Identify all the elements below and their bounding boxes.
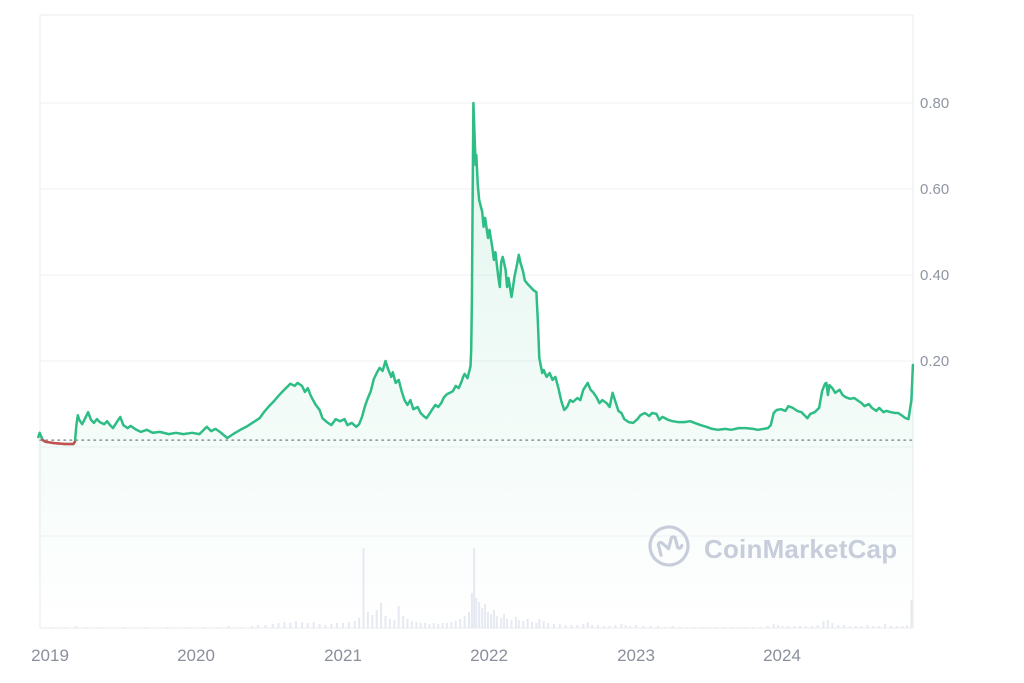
watermark-text: CoinMarketCap [704,533,898,564]
x-axis-label: 2023 [617,646,655,665]
x-axis-label: 2024 [763,646,801,665]
x-axis-label: 2021 [324,646,362,665]
x-axis-label: 2022 [470,646,508,665]
coinmarketcap-logo-icon [647,524,691,573]
y-axis-label: 0.80 [920,95,950,112]
x-axis-label: 2019 [31,646,69,665]
x-axis-label: 2020 [177,646,215,665]
y-axis-label: 0.40 [920,267,950,284]
coinmarketcap-watermark: CoinMarketCap [647,524,897,573]
y-axis-label: 0.20 [920,353,950,370]
y-axis-label: 0.60 [920,181,950,198]
